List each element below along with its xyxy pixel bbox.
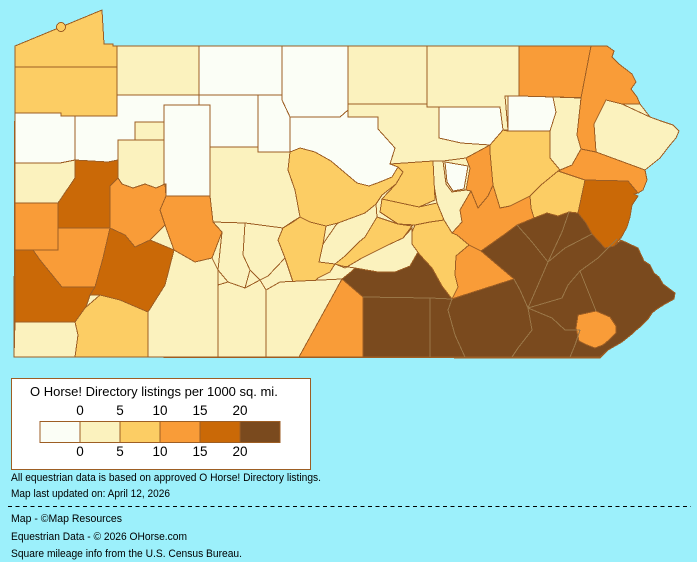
svg-text:20: 20 (232, 403, 247, 418)
svg-text:15: 15 (192, 444, 207, 459)
svg-text:Map last updated on: April 12,: Map last updated on: April 12, 2026 (11, 488, 170, 500)
svg-text:15: 15 (192, 403, 207, 418)
svg-text:0: 0 (76, 444, 84, 459)
svg-text:Equestrian Data - © 2026 OHors: Equestrian Data - © 2026 OHorse.com (11, 531, 187, 543)
svg-text:Map - ©Map Resources: Map - ©Map Resources (11, 513, 122, 525)
svg-text:5: 5 (116, 444, 124, 459)
svg-text:0: 0 (76, 403, 84, 418)
svg-text:Square mileage info from the U: Square mileage info from the U.S. Census… (11, 548, 242, 560)
svg-text:O Horse! Directory listings pe: O Horse! Directory listings per 1000 sq.… (30, 384, 278, 399)
svg-text:5: 5 (116, 403, 124, 418)
svg-text:All equestrian data is based o: All equestrian data is based on approved… (11, 472, 321, 484)
svg-text:10: 10 (152, 444, 167, 459)
svg-text:10: 10 (152, 403, 167, 418)
svg-text:20: 20 (232, 444, 247, 459)
